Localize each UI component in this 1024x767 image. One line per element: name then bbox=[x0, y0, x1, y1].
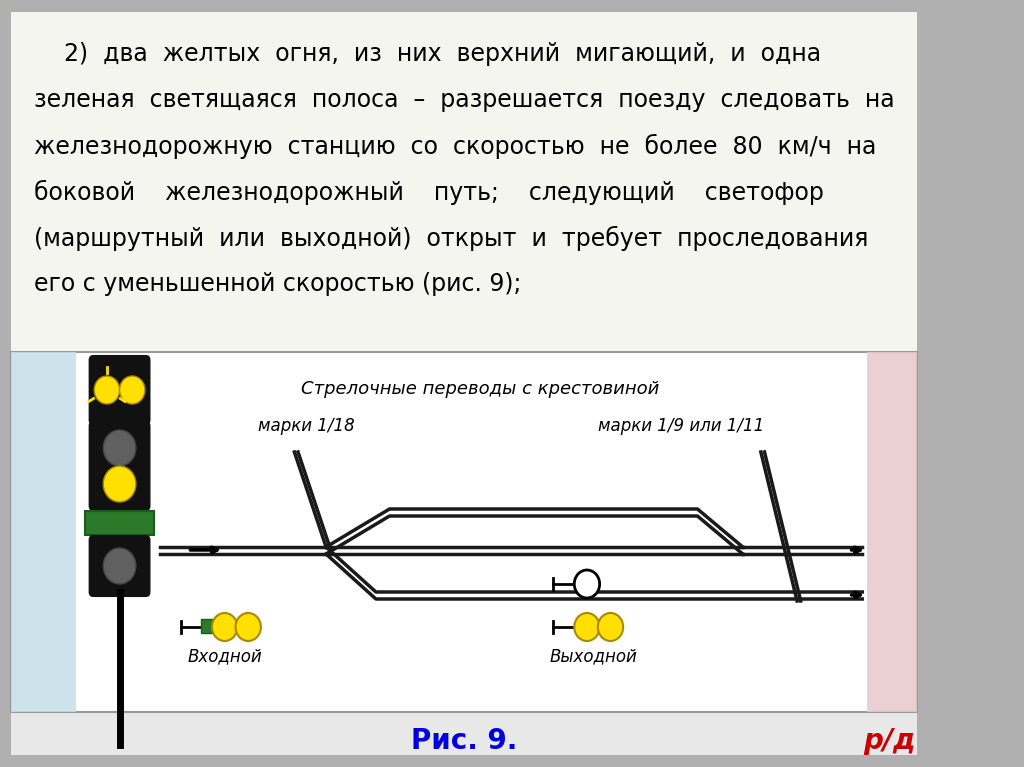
Text: железнодорожную  станцию  со  скоростью  не  более  80  км/ч  на: железнодорожную станцию со скоростью не … bbox=[35, 134, 877, 159]
FancyBboxPatch shape bbox=[90, 422, 150, 510]
FancyBboxPatch shape bbox=[11, 12, 916, 755]
Text: марки 1/9 или 1/11: марки 1/9 или 1/11 bbox=[598, 417, 764, 435]
FancyBboxPatch shape bbox=[11, 12, 916, 352]
Circle shape bbox=[120, 376, 145, 404]
Circle shape bbox=[598, 613, 624, 641]
Text: боковой    железнодорожный    путь;    следующий    светофор: боковой железнодорожный путь; следующий … bbox=[35, 180, 824, 205]
FancyBboxPatch shape bbox=[11, 352, 76, 712]
FancyBboxPatch shape bbox=[90, 356, 150, 424]
Circle shape bbox=[236, 613, 261, 641]
Text: 2)  два  желтых  огня,  из  них  верхний  мигающий,  и  одна: 2) два желтых огня, из них верхний мигаю… bbox=[35, 42, 821, 66]
Text: Входной: Входной bbox=[187, 647, 262, 665]
Circle shape bbox=[94, 376, 120, 404]
Text: Рис. 9.: Рис. 9. bbox=[411, 727, 517, 755]
FancyBboxPatch shape bbox=[90, 536, 150, 596]
Circle shape bbox=[103, 466, 136, 502]
Text: р/д: р/д bbox=[863, 727, 915, 755]
FancyBboxPatch shape bbox=[867, 352, 916, 712]
FancyBboxPatch shape bbox=[201, 619, 216, 633]
FancyBboxPatch shape bbox=[85, 511, 154, 535]
Text: Выходной: Выходной bbox=[550, 647, 637, 665]
Circle shape bbox=[574, 613, 600, 641]
Circle shape bbox=[103, 548, 136, 584]
FancyBboxPatch shape bbox=[11, 352, 916, 712]
Text: (маршрутный  или  выходной)  открыт  и  требует  проследования: (маршрутный или выходной) открыт и требу… bbox=[35, 226, 868, 251]
Text: Стрелочные переводы с крестовиной: Стрелочные переводы с крестовиной bbox=[301, 380, 659, 398]
Circle shape bbox=[574, 570, 600, 598]
Text: его с уменьшенной скоростью (рис. 9);: его с уменьшенной скоростью (рис. 9); bbox=[35, 272, 522, 296]
Circle shape bbox=[212, 613, 238, 641]
Circle shape bbox=[103, 430, 136, 466]
Text: зеленая  светящаяся  полоса  –  разрешается  поезду  следовать  на: зеленая светящаяся полоса – разрешается … bbox=[35, 88, 895, 112]
Text: марки 1/18: марки 1/18 bbox=[258, 417, 355, 435]
